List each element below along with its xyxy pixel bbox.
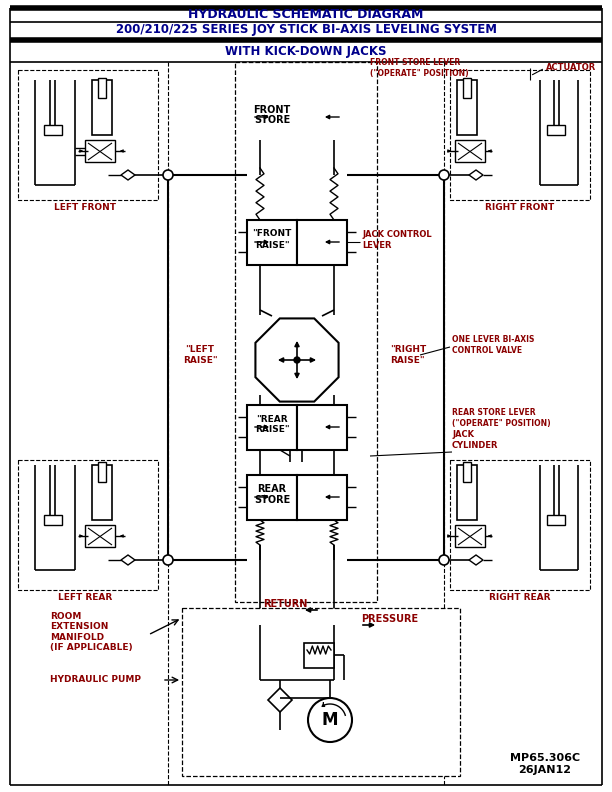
Bar: [304, 643, 334, 668]
Bar: [297, 95, 347, 140]
Bar: [18, 70, 158, 200]
Text: "RIGHT
RAISE": "RIGHT RAISE": [390, 345, 426, 364]
Text: HYDRAULIC SCHEMATIC DIAGRAM: HYDRAULIC SCHEMATIC DIAGRAM: [188, 9, 424, 21]
Text: STORE: STORE: [254, 495, 290, 505]
Text: FRONT STORE LEVER
("OPERATE" POSITION): FRONT STORE LEVER ("OPERATE" POSITION): [370, 59, 469, 78]
Text: ACTUATOR: ACTUATOR: [546, 63, 596, 71]
Text: PRESSURE: PRESSURE: [362, 614, 419, 624]
Text: RIGHT REAR: RIGHT REAR: [489, 593, 551, 603]
Text: WITH KICK-DOWN JACKS: WITH KICK-DOWN JACKS: [225, 45, 387, 59]
Text: "REAR: "REAR: [256, 414, 288, 424]
Bar: [44, 125, 62, 135]
Text: RAISE": RAISE": [255, 425, 289, 435]
Bar: [450, 70, 590, 200]
Circle shape: [308, 698, 352, 742]
Bar: [98, 462, 106, 482]
Bar: [457, 80, 477, 135]
Text: RAISE": RAISE": [255, 241, 289, 249]
Text: REAR: REAR: [258, 484, 286, 494]
Bar: [297, 475, 347, 520]
Text: ROOM
EXTENSION
MANIFOLD
(IF APPLICABLE): ROOM EXTENSION MANIFOLD (IF APPLICABLE): [50, 612, 133, 652]
Bar: [92, 465, 112, 520]
Bar: [455, 140, 485, 162]
Text: MP65.306C: MP65.306C: [510, 753, 580, 763]
Text: LEFT FRONT: LEFT FRONT: [54, 204, 116, 212]
Bar: [457, 465, 477, 520]
Text: HYDRAULIC PUMP: HYDRAULIC PUMP: [50, 676, 141, 684]
Text: REAR STORE LEVER
("OPERATE" POSITION): REAR STORE LEVER ("OPERATE" POSITION): [452, 409, 551, 428]
Bar: [44, 515, 62, 525]
Text: JACK CONTROL
LEVER: JACK CONTROL LEVER: [362, 230, 431, 249]
Circle shape: [439, 170, 449, 180]
Bar: [297, 405, 347, 450]
Bar: [247, 95, 297, 140]
Text: "FRONT: "FRONT: [252, 230, 292, 238]
Text: STORE: STORE: [254, 115, 290, 125]
Circle shape: [163, 170, 173, 180]
Bar: [247, 405, 297, 450]
Text: FRONT: FRONT: [253, 105, 291, 115]
Bar: [182, 608, 460, 776]
Text: JACK
CYLINDER: JACK CYLINDER: [452, 430, 499, 450]
Bar: [547, 515, 565, 525]
Bar: [297, 220, 347, 265]
Bar: [235, 62, 377, 602]
Text: ONE LEVER BI-AXIS
CONTROL VALVE: ONE LEVER BI-AXIS CONTROL VALVE: [452, 335, 534, 355]
Text: RETURN: RETURN: [263, 599, 307, 609]
Text: M: M: [322, 711, 338, 729]
Bar: [547, 125, 565, 135]
Bar: [18, 460, 158, 590]
Bar: [450, 460, 590, 590]
Bar: [85, 140, 115, 162]
Bar: [463, 78, 471, 98]
Bar: [98, 78, 106, 98]
Text: RIGHT FRONT: RIGHT FRONT: [485, 204, 554, 212]
Text: 26JAN12: 26JAN12: [518, 765, 572, 775]
Circle shape: [163, 555, 173, 565]
Text: "LEFT
RAISE": "LEFT RAISE": [183, 345, 217, 364]
Circle shape: [294, 357, 300, 363]
Bar: [463, 462, 471, 482]
Bar: [247, 475, 297, 520]
Bar: [247, 220, 297, 265]
Circle shape: [439, 555, 449, 565]
Bar: [455, 525, 485, 547]
Bar: [92, 80, 112, 135]
Text: LEFT REAR: LEFT REAR: [58, 593, 112, 603]
Bar: [85, 525, 115, 547]
Text: 200/210/225 SERIES JOY STICK BI-AXIS LEVELING SYSTEM: 200/210/225 SERIES JOY STICK BI-AXIS LEV…: [116, 24, 496, 36]
